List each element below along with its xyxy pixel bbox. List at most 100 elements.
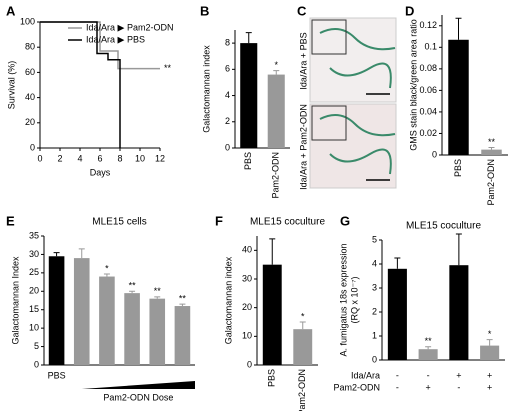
significance: ** xyxy=(179,294,187,304)
table-cell: + xyxy=(456,370,461,380)
x-tick-label: Pam2-ODN xyxy=(486,159,496,206)
error-bar xyxy=(394,257,401,269)
error-bar xyxy=(154,296,161,299)
x-tick-label: 4 xyxy=(77,153,82,163)
error-bar xyxy=(179,303,186,307)
inset xyxy=(311,105,347,141)
significance: * xyxy=(488,329,492,339)
x-tick-label: PBS xyxy=(267,369,277,387)
chart-title: MLE15 coculture xyxy=(406,221,481,232)
y-axis-label: Galactomannan index xyxy=(201,45,211,133)
bar xyxy=(418,349,438,360)
bar xyxy=(174,306,191,365)
error-bar xyxy=(455,17,462,40)
bar xyxy=(262,264,282,365)
panel-letter: E xyxy=(6,213,15,228)
bar xyxy=(48,256,65,365)
y-tick-label: 0 xyxy=(34,359,39,369)
y-axis-label: Galactomannan Index xyxy=(10,256,20,345)
y-tick-label: 100 xyxy=(20,16,35,26)
bar xyxy=(448,39,469,156)
y-tick-label: 0 xyxy=(225,142,230,152)
significance: * xyxy=(105,263,109,273)
x-tick-label: Pam2-ODN xyxy=(297,369,307,411)
table-cell: - xyxy=(396,382,399,392)
y-tick-label: 6 xyxy=(225,64,230,74)
bar xyxy=(99,276,115,365)
significance: ** xyxy=(129,281,137,291)
error-bar xyxy=(129,290,136,294)
annotation: ** xyxy=(164,63,172,73)
error-bar xyxy=(103,273,110,277)
legend-label: Ida/Ara ▶ PBS xyxy=(86,34,145,44)
y-tick-label: 30 xyxy=(29,249,39,259)
significance: ** xyxy=(425,336,433,346)
y-tick-label: 0.08 xyxy=(419,63,437,73)
error-bar xyxy=(486,339,493,346)
bar xyxy=(481,149,502,155)
y-tick-label: 2 xyxy=(372,306,377,316)
y-tick-label: 5 xyxy=(372,234,377,244)
y-axis-label: Galactomannan index xyxy=(223,256,233,344)
chart-title: MLE15 cells xyxy=(92,217,146,228)
y-tick-label: 40 xyxy=(25,92,35,102)
error-bar xyxy=(455,233,462,266)
y-axis-label: Survival (%) xyxy=(6,61,16,110)
error-bar xyxy=(273,70,280,75)
y-tick-label: 35 xyxy=(29,230,39,240)
y-tick-label: 0.1 xyxy=(424,42,437,52)
image-label: Ida/Ara + PBS xyxy=(298,32,308,89)
x-tick-label: 10 xyxy=(135,153,145,163)
x-tick-label: PBS xyxy=(48,370,66,380)
panel-letter: C xyxy=(297,3,307,18)
y-tick-label: 10 xyxy=(29,323,39,333)
y-tick-label: 20 xyxy=(29,286,39,296)
image-label: Ida/Ara + Pam2-ODN xyxy=(298,104,308,190)
panel-letter: B xyxy=(200,3,209,18)
y-tick-label: 80 xyxy=(25,42,35,52)
x-tick-label: 2 xyxy=(57,153,62,163)
panel-letter: G xyxy=(340,213,350,228)
table-row-label: Ida/Ara xyxy=(351,370,380,380)
x-tick-label: Pam2-ODN xyxy=(271,152,281,199)
table-cell: + xyxy=(487,370,492,380)
table-cell: + xyxy=(425,382,430,392)
x-tick-label: PBS xyxy=(453,159,463,177)
x-tick-label: 12 xyxy=(155,153,165,163)
error-bar xyxy=(245,32,252,44)
error-bar xyxy=(269,238,276,265)
y-tick-label: 8 xyxy=(225,37,230,47)
significance: * xyxy=(274,60,278,70)
tissue xyxy=(319,28,396,89)
y-tick-label: 0 xyxy=(30,142,35,152)
y-tick-label: 20 xyxy=(25,117,35,127)
y-tick-label: 5 xyxy=(34,341,39,351)
error-bar xyxy=(425,346,432,350)
y-tick-label: 4 xyxy=(225,90,230,100)
y-tick-label: 15 xyxy=(29,304,39,314)
table-cell: - xyxy=(396,370,399,380)
x-tick-label: 6 xyxy=(97,153,102,163)
bar xyxy=(73,258,90,365)
chart-title: MLE15 coculture xyxy=(250,217,325,228)
y-axis-label: A. fumigatus 18s expression xyxy=(338,243,348,356)
x-axis-label: Days xyxy=(90,167,111,177)
table-cell: - xyxy=(427,370,430,380)
y-tick-label: 0.04 xyxy=(419,106,437,116)
bar xyxy=(267,74,285,148)
y-tick-label: 4 xyxy=(372,258,377,268)
table-cell: + xyxy=(487,382,492,392)
panel-letter: A xyxy=(6,3,16,18)
tissue xyxy=(319,114,396,175)
y-tick-label: 0.06 xyxy=(419,85,437,95)
bar xyxy=(387,268,407,360)
y-tick-label: 0 xyxy=(372,354,377,364)
significance: ** xyxy=(154,286,162,296)
significance: * xyxy=(301,311,305,321)
legend-label: Ida/Ara ▶ Pam2-ODN xyxy=(86,22,173,32)
y-tick-label: 2 xyxy=(225,116,230,126)
table-cell: - xyxy=(457,382,460,392)
y-tick-label: 0 xyxy=(247,359,252,369)
bar xyxy=(449,265,469,360)
